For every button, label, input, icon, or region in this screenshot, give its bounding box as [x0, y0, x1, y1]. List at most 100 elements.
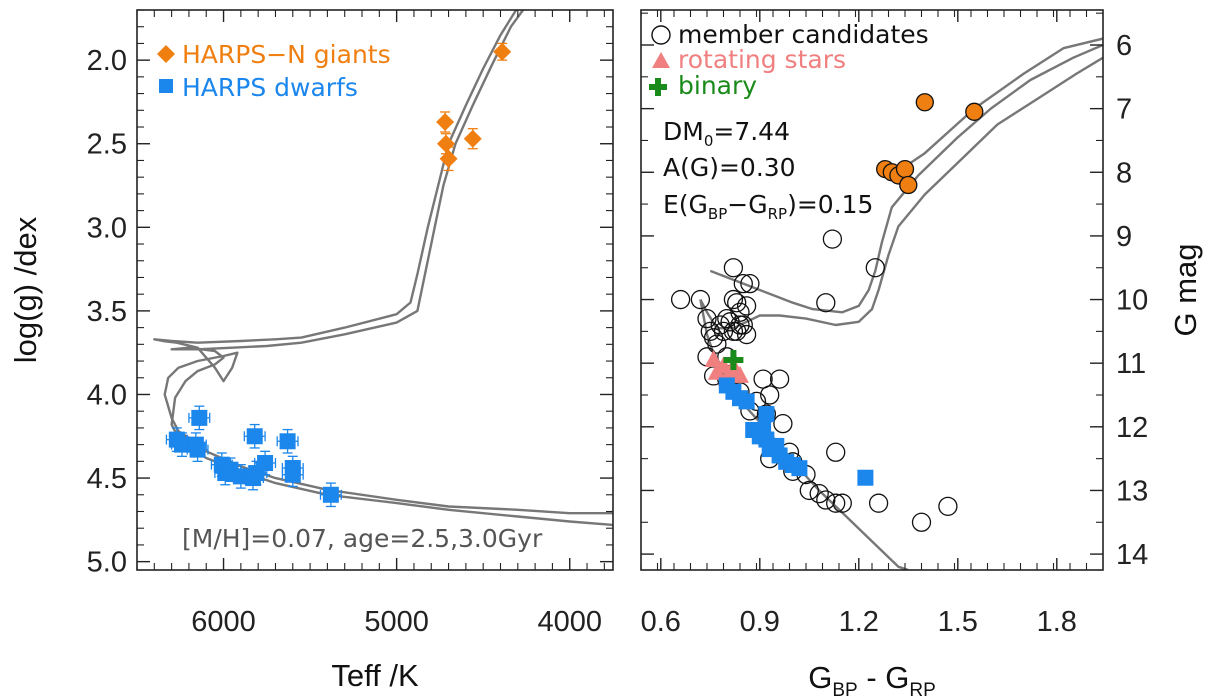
member-candidate-point	[868, 493, 889, 513]
member-candidate-point	[713, 321, 734, 342]
giant-point	[895, 159, 915, 179]
square-marker	[189, 441, 206, 458]
dwarf-point	[791, 460, 808, 477]
legend-triangle-marker	[652, 52, 670, 68]
left-axis-ticks: 6000 5000 4000 2.0 2.5 3.0 3.5 4.0 4.5 5.0	[87, 9, 613, 638]
square-marker	[284, 466, 301, 483]
member-candidate-point	[717, 308, 737, 329]
member-candidate-point	[809, 483, 829, 504]
left-legend: HARPS−N giants HARPS dwarfs	[157, 40, 391, 102]
dwarf-point	[738, 393, 755, 410]
member-candidate-point	[730, 302, 750, 322]
dwarf-point	[254, 450, 277, 476]
legend-label-dwarfs: HARPS dwarfs	[182, 73, 358, 102]
rotating-star-point	[704, 350, 723, 367]
member-candidate-point	[822, 229, 843, 249]
y-tick-label: 14	[1116, 539, 1148, 571]
member-candidate-point	[816, 490, 836, 510]
left-y-axis-title: log(g) /dex	[8, 216, 43, 363]
x-tick-label: 1.5	[938, 606, 978, 638]
member-candidate-point	[938, 496, 958, 517]
legend-square-marker	[159, 79, 173, 93]
member-candidate-point	[707, 334, 727, 354]
binary-point	[723, 350, 744, 370]
square-marker	[232, 468, 249, 485]
y-tick-label: 13	[1116, 475, 1148, 507]
right-panel: 0.6 0.9 1.2 1.5 1.8 6 7 8 9 10 11 12 13 14 member can…	[640, 9, 1203, 700]
x-tick-label: 1.8	[1037, 606, 1077, 638]
x-tick-label: 1.2	[839, 606, 879, 638]
y-tick-label: 4.0	[87, 379, 127, 411]
legend-label-rotating: rotating stars	[678, 45, 846, 74]
y-tick-label: 7	[1116, 94, 1132, 126]
giant-point	[899, 175, 918, 195]
dwarf-point	[229, 464, 252, 489]
diamond-marker	[436, 113, 455, 131]
member-candidate-point	[723, 258, 744, 278]
legend-diamond-marker	[157, 45, 175, 63]
y-tick-label: 11	[1116, 348, 1146, 380]
diamond-marker	[436, 134, 455, 153]
isochrone-line-1	[699, 56, 1103, 330]
member-candidate-point	[733, 273, 753, 294]
y-tick-label: 3.5	[87, 296, 127, 328]
legend-label-giants: HARPS−N giants	[182, 40, 391, 69]
member-candidate-point	[727, 293, 747, 313]
dwarf-point	[857, 469, 874, 486]
y-tick-label: 10	[1116, 285, 1148, 317]
isochrone-line-3	[891, 37, 1103, 177]
y-tick-label: 8	[1116, 157, 1132, 189]
member-candidate-point	[736, 296, 757, 316]
isochrone-line-0	[709, 43, 1103, 314]
left-x-axis-title: Teff /K	[331, 658, 419, 693]
member-candidate-point	[826, 493, 846, 513]
left-data-points	[165, 42, 512, 508]
legend-open-circle-marker	[651, 25, 671, 45]
y-tick-label: 12	[1116, 412, 1148, 444]
square-marker	[246, 428, 263, 445]
dwarf-point	[758, 406, 775, 423]
member-candidate-point	[773, 413, 793, 434]
y-tick-label: 6	[1116, 30, 1132, 62]
member-candidate-point	[697, 308, 717, 329]
dwarf-point	[276, 428, 299, 454]
member-candidate-point	[736, 324, 757, 345]
square-marker	[279, 433, 296, 450]
right-y-axis-title: G mag	[1168, 243, 1203, 336]
giant-point	[436, 111, 455, 133]
giant-point	[915, 93, 934, 112]
annotation-distance-modulus: DM0=7.44	[663, 117, 790, 150]
left-plot-frame	[136, 9, 614, 571]
x-tick-label: 6000	[191, 606, 256, 638]
diamond-marker	[493, 42, 512, 61]
x-tick-label: 0.9	[740, 606, 780, 638]
member-candidate-point	[670, 289, 691, 310]
dwarf-point	[281, 462, 304, 488]
giant-point	[493, 42, 512, 61]
member-candidate-point	[733, 315, 753, 335]
x-tick-label: 4000	[537, 606, 602, 638]
right-axis-ticks: 0.6 0.9 1.2 1.5 1.8 6 7 8 9 10 11 12 13 14	[640, 10, 1148, 638]
dwarf-point	[188, 405, 211, 431]
left-panel: 6000 5000 4000 2.0 2.5 3.0 3.5 4.0 4.5 5.0 HARPS−…	[8, 9, 614, 693]
member-candidate-point	[690, 289, 711, 310]
member-candidate-point	[799, 480, 819, 501]
right-legend: member candidates rotating stars binary	[649, 20, 929, 100]
x-tick-label: 5000	[364, 606, 429, 638]
annotation-reddening: E(GBP−GRP)=0.15	[663, 190, 873, 223]
y-tick-label: 2.0	[87, 45, 127, 77]
y-tick-label: 2.5	[87, 129, 127, 161]
diamond-marker	[439, 149, 458, 168]
square-marker	[257, 455, 274, 472]
giant-point	[463, 128, 482, 150]
member-candidate-point	[832, 493, 852, 513]
legend-label-binary: binary	[678, 71, 757, 100]
right-data-points	[670, 93, 984, 532]
member-candidate-point	[760, 385, 780, 405]
square-marker	[191, 409, 208, 426]
plus-horizontal	[723, 357, 744, 363]
y-tick-label: 4.5	[87, 463, 127, 495]
member-candidate-point	[740, 273, 760, 294]
right-plot-frame	[640, 9, 1104, 571]
